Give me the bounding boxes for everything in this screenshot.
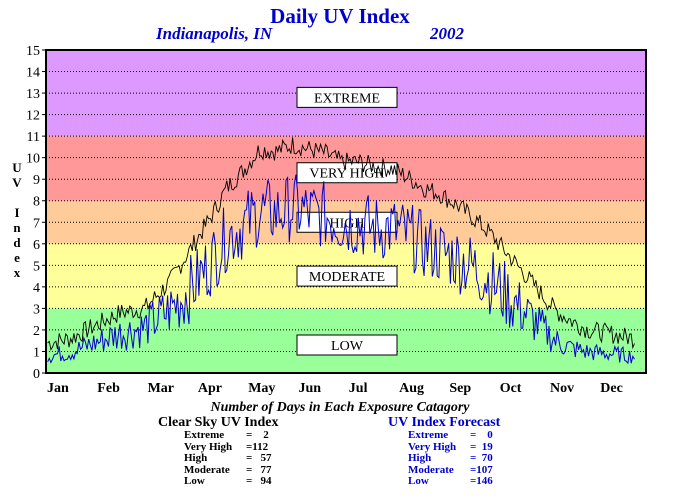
stat-row: Low = 94 xyxy=(184,475,272,487)
y-tick-label: 4 xyxy=(33,281,40,296)
stat-row: Moderate =107 xyxy=(408,463,493,476)
x-tick-label: May xyxy=(248,381,275,396)
y-tick-label: 14 xyxy=(26,66,40,81)
y-tick-label: 10 xyxy=(26,152,40,167)
band-label-box xyxy=(296,265,398,287)
y-tick-label: 1 xyxy=(33,345,40,360)
y-tick-label: 13 xyxy=(26,87,40,102)
summary-heading: Number of Days in Each Exposure Catagory xyxy=(210,400,470,415)
location-subtitle: Indianapolis, IN xyxy=(156,24,273,43)
clear-sky-series-line xyxy=(47,137,635,351)
stat-row: Low =146 xyxy=(408,475,493,487)
band-label: HIGH xyxy=(330,216,365,231)
y-tick-label: 7 xyxy=(33,216,40,231)
stat-row: High = 70 xyxy=(408,452,493,464)
x-tick-label: Sep xyxy=(449,381,471,396)
y-tick-label: 11 xyxy=(27,130,40,145)
y-tick-label: 0 xyxy=(33,367,40,382)
y-tick-label: 6 xyxy=(33,238,40,253)
stat-row: Moderate = 77 xyxy=(184,463,272,476)
x-tick-label: Aug xyxy=(399,381,424,396)
y-tick-label: 3 xyxy=(33,302,40,317)
y-tick-label: 15 xyxy=(26,44,40,59)
clear-sky-stats: Extreme = 2 Very High =112 High = 57 Modera… xyxy=(184,429,272,488)
chart-title: Daily UV Index xyxy=(270,4,410,28)
stat-row: Extreme = 0 xyxy=(408,429,493,441)
stat-row: Very High = 19 xyxy=(408,440,493,453)
band-label-box xyxy=(296,86,398,108)
y-tick-label: 5 xyxy=(33,259,40,274)
band-label: VERY HIGH xyxy=(309,167,384,182)
forecast-stats-title: UV Index Forecast xyxy=(388,415,501,430)
band-label: EXTREME xyxy=(314,91,380,106)
y-tick-label: 9 xyxy=(33,173,40,188)
x-tick-label: Jan xyxy=(47,381,69,396)
y-tick-label: 12 xyxy=(26,109,40,124)
x-tick-label: Mar xyxy=(148,381,174,396)
clear-sky-stats-title: Clear Sky UV Index xyxy=(158,415,279,430)
stat-row: High = 57 xyxy=(184,452,272,464)
y-tick-label: 8 xyxy=(33,195,40,210)
forecast-stats: Extreme = 0 Very High = 19 High = 70 Modera… xyxy=(408,429,493,488)
x-tick-label: Jul xyxy=(349,381,368,396)
x-tick-label: Apr xyxy=(198,381,222,396)
forecast-series-line xyxy=(47,174,635,365)
x-tick-label: Feb xyxy=(97,381,120,396)
stat-row: Extreme = 2 xyxy=(184,429,269,441)
x-tick-label: Oct xyxy=(500,381,522,396)
x-tick-label: Jun xyxy=(299,381,322,396)
x-tick-label: Dec xyxy=(600,381,623,396)
x-tick-label: Nov xyxy=(550,381,574,396)
band-label-box xyxy=(296,334,398,356)
y-tick-label: 2 xyxy=(33,324,40,339)
band-label: MODERATE xyxy=(309,270,385,285)
plot-frame xyxy=(45,49,647,374)
band-label: LOW xyxy=(331,339,364,354)
stat-row: Very High =112 xyxy=(184,440,269,453)
year-subtitle: 2002 xyxy=(430,24,464,43)
